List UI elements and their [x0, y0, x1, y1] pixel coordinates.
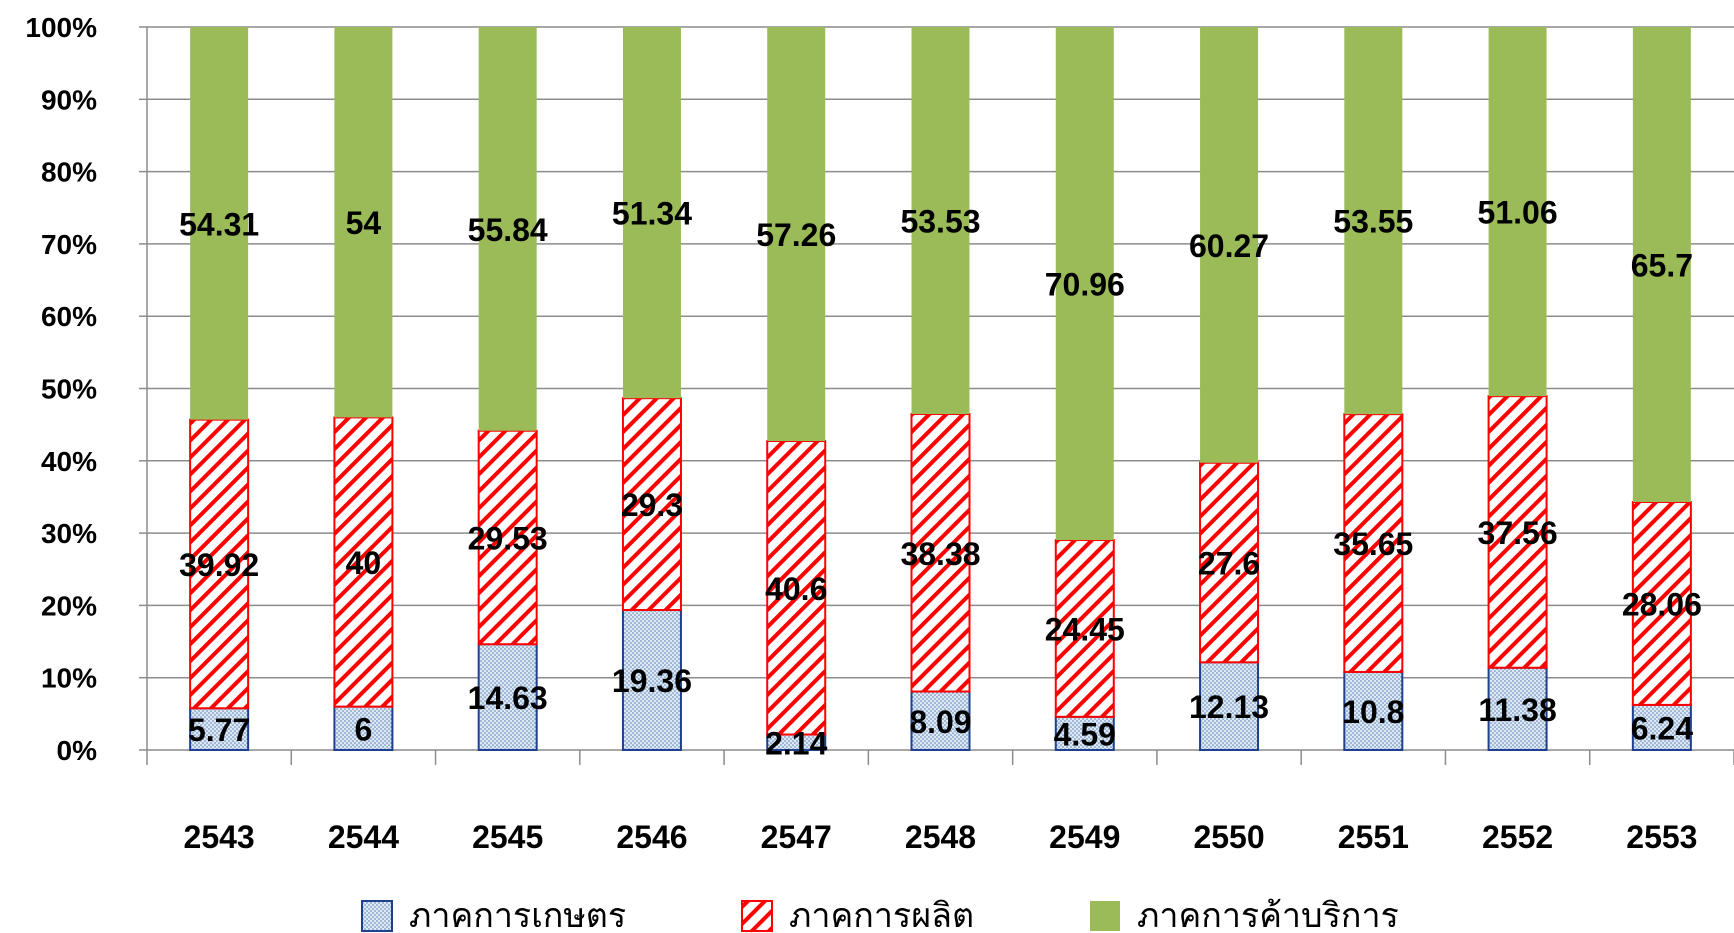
data-label: 27.6 — [1198, 546, 1260, 582]
x-category-label: 2546 — [616, 819, 687, 855]
data-labels: 5.77 39.92 54.31 6 40 54 14.63 29.53 55.84 19.36 2… — [179, 195, 1702, 762]
bar-segment-manufacturing — [1487, 395, 1548, 669]
data-label: 40.6 — [765, 571, 827, 607]
x-category-label: 2550 — [1193, 819, 1264, 855]
data-label: 14.63 — [468, 680, 548, 716]
y-tick-label: 80% — [41, 157, 97, 188]
data-label: 51.06 — [1478, 195, 1558, 231]
data-label: 38.38 — [900, 536, 980, 572]
legend-label: ภาคการค้าบริการ — [1137, 896, 1399, 933]
bar-segment-services — [767, 27, 826, 441]
y-tick-label: 60% — [41, 301, 97, 332]
data-label: 54 — [346, 205, 382, 241]
data-label: 39.92 — [179, 547, 259, 583]
legend-label: ภาคการผลิต — [789, 896, 974, 933]
x-category-label: 2548 — [905, 819, 976, 855]
data-label: 51.34 — [612, 196, 692, 232]
data-label: 29.53 — [468, 520, 548, 556]
y-tick-label: 10% — [41, 663, 97, 694]
x-category-label: 2544 — [328, 819, 399, 855]
data-label: 37.56 — [1478, 515, 1558, 551]
data-label: 6 — [355, 711, 373, 747]
data-label: 5.77 — [188, 712, 250, 748]
bar-segment-agriculture — [1343, 670, 1404, 752]
bars — [189, 27, 1692, 752]
legend-swatch — [1090, 901, 1120, 931]
bar-segment-services — [622, 27, 681, 399]
bar-segment-manufacturing — [910, 413, 971, 693]
bar-segment-manufacturing — [1343, 413, 1404, 673]
data-label: 57.26 — [756, 217, 836, 253]
x-category-label: 2549 — [1049, 819, 1120, 855]
data-label: 8.09 — [909, 704, 971, 740]
data-label: 55.84 — [468, 212, 548, 248]
bar-segment-services — [478, 27, 537, 431]
x-axis: 2543 2544 2545 2546 2547 2548 2549 2550 2551 2552… — [146, 749, 1734, 855]
y-tick-label: 30% — [41, 518, 97, 549]
y-tick-label: 40% — [41, 446, 97, 477]
y-tick-label: 90% — [41, 84, 97, 115]
data-label: 10.8 — [1342, 694, 1404, 730]
y-tick-label: 50% — [41, 374, 97, 405]
data-label: 60.27 — [1189, 228, 1269, 264]
bar-segment-services — [190, 27, 249, 420]
x-category-label: 2545 — [472, 819, 543, 855]
x-category-label: 2547 — [761, 819, 832, 855]
bar-segment-services — [1200, 27, 1259, 463]
y-tick-label: 0% — [57, 735, 98, 766]
x-category-label: 2553 — [1626, 819, 1697, 855]
data-label: 70.96 — [1045, 267, 1125, 303]
bar-segment-manufacturing — [477, 429, 538, 646]
legend-swatch — [361, 900, 393, 932]
data-label: 2.14 — [765, 725, 827, 761]
bar-segment-agriculture — [1487, 666, 1548, 751]
bar-segment-services — [1632, 27, 1691, 503]
bar-segment-manufacturing — [621, 397, 682, 612]
bar-segment-services — [1055, 27, 1114, 541]
bar-segment-agriculture — [621, 609, 682, 752]
bar-segment-services — [334, 27, 393, 418]
data-label: 6.24 — [1631, 710, 1693, 746]
legend-label: ภาคการเกษตร — [409, 896, 626, 933]
data-label: 29.3 — [621, 487, 683, 523]
y-tick-label: 20% — [41, 590, 97, 621]
legend: ภาคการเกษตร ภาคการผลิต ภาคการค้าบริการ — [361, 896, 1399, 933]
data-label: 65.7 — [1631, 248, 1693, 284]
data-label: 4.59 — [1054, 716, 1116, 752]
y-tick-label: 70% — [41, 229, 97, 260]
data-label: 28.06 — [1622, 586, 1702, 622]
y-tick-label: 100% — [25, 12, 97, 43]
x-category-label: 2551 — [1338, 819, 1409, 855]
y-axis: 0% 10% 20% 30% 40% 50% 60% 70% 80% 90% 100% — [25, 12, 148, 766]
bar-segment-services — [911, 27, 970, 415]
bar-segment-services — [1344, 27, 1403, 415]
data-label: 19.36 — [612, 663, 692, 699]
bar-segment-manufacturing — [333, 416, 394, 708]
data-label: 24.45 — [1045, 611, 1125, 647]
legend-swatch — [741, 900, 773, 932]
data-label: 40 — [346, 545, 382, 581]
data-label: 35.65 — [1333, 526, 1413, 562]
bar-segment-agriculture — [1199, 661, 1260, 752]
data-label: 53.53 — [900, 204, 980, 240]
bar-segment-manufacturing — [189, 418, 250, 710]
data-label: 53.55 — [1333, 204, 1413, 240]
bar-segment-services — [1488, 27, 1547, 397]
x-category-label: 2543 — [184, 819, 255, 855]
x-category-label: 2552 — [1482, 819, 1553, 855]
data-label: 12.13 — [1189, 689, 1269, 725]
data-label: 11.38 — [1478, 692, 1556, 728]
data-label: 54.31 — [179, 206, 259, 242]
